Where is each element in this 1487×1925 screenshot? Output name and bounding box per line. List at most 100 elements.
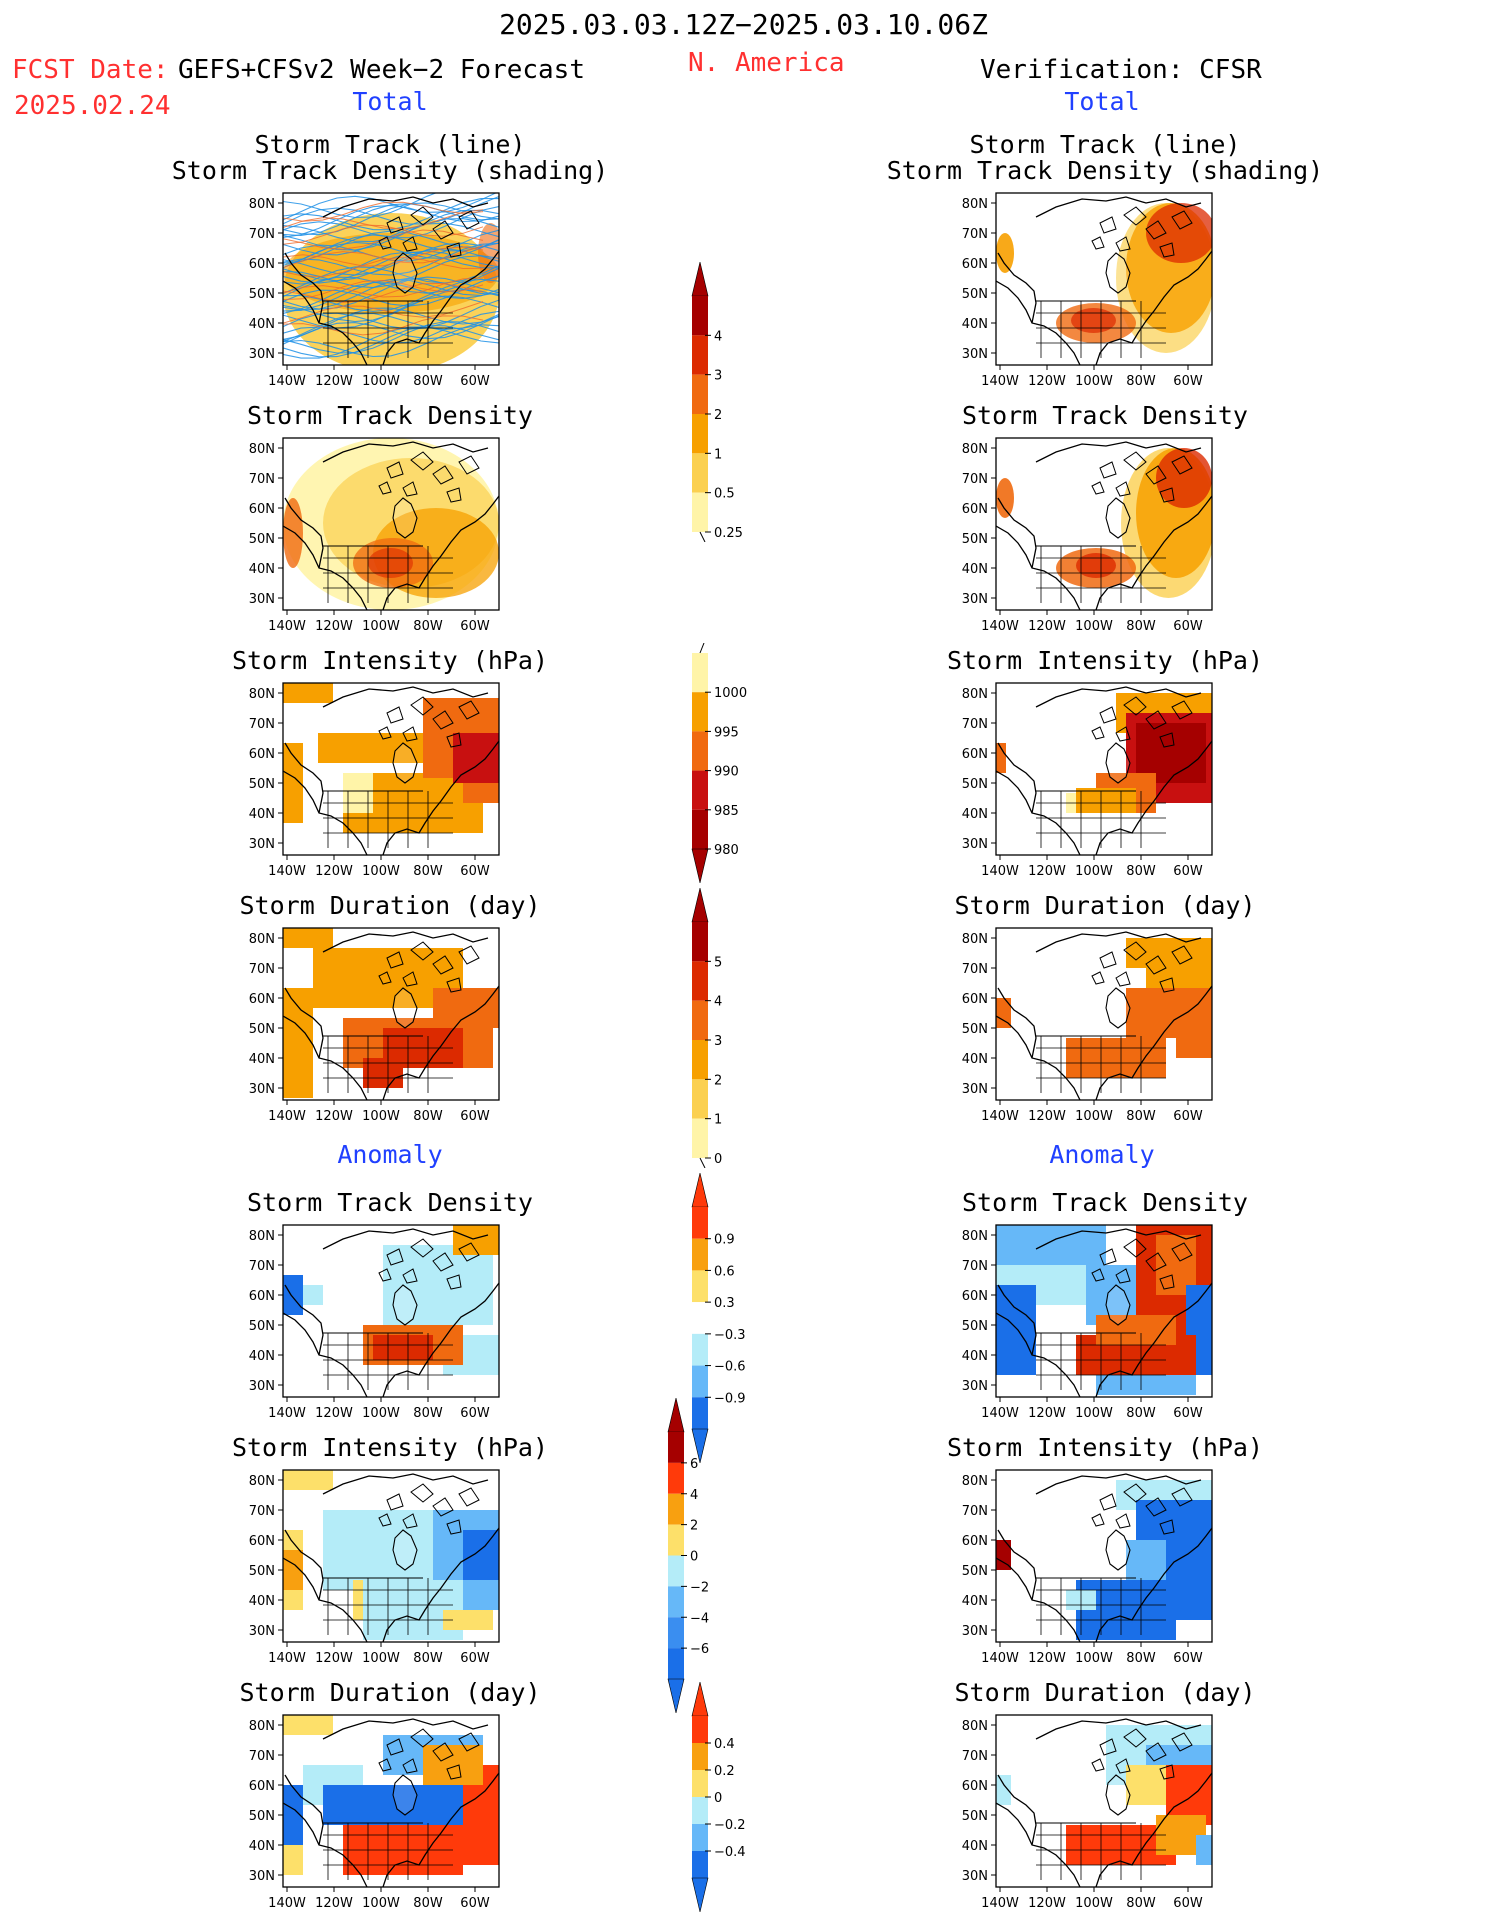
svg-text:80W: 80W bbox=[1126, 1406, 1156, 1421]
svg-text:100W: 100W bbox=[362, 619, 400, 634]
svg-text:60N: 60N bbox=[962, 1289, 988, 1304]
svg-text:100W: 100W bbox=[1075, 619, 1113, 634]
svg-text:40N: 40N bbox=[249, 1349, 275, 1364]
svg-text:70N: 70N bbox=[962, 1749, 988, 1764]
svg-text:0.9: 0.9 bbox=[714, 1233, 735, 1248]
svg-text:60N: 60N bbox=[962, 1779, 988, 1794]
map-anom-intensity-forecast: 80N 70N 60N 50N 40N 30N 140W 120W 100W 80W 60W bbox=[249, 1469, 500, 1666]
svg-text:0.2: 0.2 bbox=[714, 1764, 735, 1779]
svg-text:140W: 140W bbox=[981, 1109, 1019, 1124]
map-anom-duration-forecast: 80N 70N 60N 50N 40N 30N 140W 120W 100W 80W 60W bbox=[249, 1714, 500, 1911]
svg-text:70N: 70N bbox=[249, 1259, 275, 1274]
svg-text:60W: 60W bbox=[460, 1896, 490, 1911]
svg-text:70N: 70N bbox=[962, 1259, 988, 1274]
svg-text:60W: 60W bbox=[1173, 1651, 1203, 1666]
map-track-forecast: 80N 70N 60N 50N 40N 30N 140W 120W 100W 80W 60W bbox=[249, 192, 500, 389]
svg-text:140W: 140W bbox=[981, 864, 1019, 879]
svg-text:80W: 80W bbox=[1126, 619, 1156, 634]
svg-text:40N: 40N bbox=[962, 1839, 988, 1854]
svg-text:60W: 60W bbox=[1173, 1406, 1203, 1421]
svg-text:2: 2 bbox=[714, 408, 722, 423]
colorbar-anom-intensity: 6 4 2 0 −2 −4 −6 bbox=[667, 1398, 709, 1713]
svg-text:120W: 120W bbox=[315, 1651, 353, 1666]
svg-text:60N: 60N bbox=[962, 502, 988, 517]
svg-text:140W: 140W bbox=[268, 374, 306, 389]
svg-text:−4: −4 bbox=[690, 1611, 709, 1626]
svg-text:50N: 50N bbox=[962, 1809, 988, 1824]
svg-text:60W: 60W bbox=[1173, 374, 1203, 389]
svg-text:120W: 120W bbox=[315, 1109, 353, 1124]
svg-text:80W: 80W bbox=[1126, 374, 1156, 389]
svg-text:60W: 60W bbox=[1173, 619, 1203, 634]
svg-text:140W: 140W bbox=[981, 1651, 1019, 1666]
map-intensity-verification: 80N 70N 60N 50N 40N 30N 140W 120W 100W 80W 60W bbox=[962, 682, 1213, 879]
svg-text:0.3: 0.3 bbox=[714, 1296, 735, 1311]
svg-text:30N: 30N bbox=[962, 347, 988, 362]
svg-text:80W: 80W bbox=[1126, 1896, 1156, 1911]
svg-text:0: 0 bbox=[714, 1791, 722, 1806]
svg-text:120W: 120W bbox=[1028, 1406, 1066, 1421]
title-anom-intensity-right: Storm Intensity (hPa) bbox=[946, 1433, 1264, 1462]
svg-text:−0.3: −0.3 bbox=[714, 1328, 746, 1343]
svg-text:100W: 100W bbox=[362, 1109, 400, 1124]
svg-text:80N: 80N bbox=[962, 932, 988, 947]
svg-text:50N: 50N bbox=[249, 1564, 275, 1579]
svg-text:−2: −2 bbox=[690, 1580, 709, 1595]
svg-text:60N: 60N bbox=[962, 747, 988, 762]
title-anom-duration-right: Storm Duration (day) bbox=[954, 1678, 1256, 1707]
svg-text:60W: 60W bbox=[1173, 1109, 1203, 1124]
svg-text:30N: 30N bbox=[962, 592, 988, 607]
svg-text:120W: 120W bbox=[1028, 374, 1066, 389]
total-heading-right: Total bbox=[1064, 87, 1140, 116]
svg-text:80W: 80W bbox=[1126, 1651, 1156, 1666]
svg-text:3: 3 bbox=[714, 1034, 722, 1049]
svg-text:40N: 40N bbox=[962, 807, 988, 822]
title-track-left-2: Storm Track Density (shading) bbox=[171, 156, 609, 185]
svg-text:60W: 60W bbox=[460, 1109, 490, 1124]
svg-text:60N: 60N bbox=[249, 257, 275, 272]
svg-text:80N: 80N bbox=[962, 1719, 988, 1734]
svg-text:120W: 120W bbox=[1028, 1109, 1066, 1124]
map-anom-duration-verification: 80N 70N 60N 50N 40N 30N 140W 120W 100W 80W 60W bbox=[962, 1714, 1213, 1911]
svg-text:70N: 70N bbox=[249, 227, 275, 242]
svg-text:100W: 100W bbox=[1075, 374, 1113, 389]
svg-text:100W: 100W bbox=[1075, 1896, 1113, 1911]
svg-text:40N: 40N bbox=[962, 1594, 988, 1609]
colorbar-anom-duration: 0.4 0.2 0 −0.2 −0.4 bbox=[691, 1682, 746, 1912]
svg-text:120W: 120W bbox=[1028, 1896, 1066, 1911]
title-anom-intensity-left: Storm Intensity (hPa) bbox=[231, 1433, 549, 1462]
svg-text:70N: 70N bbox=[249, 962, 275, 977]
map-anom-intensity-verification: 80N 70N 60N 50N 40N 30N 140W 120W 100W 80W 60W bbox=[962, 1469, 1213, 1666]
svg-text:40N: 40N bbox=[962, 1349, 988, 1364]
svg-text:0.5: 0.5 bbox=[714, 487, 735, 502]
svg-text:100W: 100W bbox=[1075, 1406, 1113, 1421]
svg-text:50N: 50N bbox=[249, 777, 275, 792]
svg-text:120W: 120W bbox=[1028, 864, 1066, 879]
svg-text:4: 4 bbox=[690, 1488, 698, 1503]
svg-text:80N: 80N bbox=[249, 442, 275, 457]
svg-text:80N: 80N bbox=[962, 687, 988, 702]
svg-text:120W: 120W bbox=[315, 1406, 353, 1421]
svg-text:60W: 60W bbox=[460, 1651, 490, 1666]
svg-text:60N: 60N bbox=[962, 992, 988, 1007]
svg-text:995: 995 bbox=[714, 725, 739, 740]
svg-text:6: 6 bbox=[690, 1457, 698, 1472]
colorbar-total-density: 4 3 2 1 0.5 0.25 bbox=[691, 262, 743, 542]
svg-text:50N: 50N bbox=[962, 777, 988, 792]
map-intensity-forecast: 80N 70N 60N 50N 40N 30N 140W 120W 100W 80W 60W bbox=[249, 682, 500, 879]
svg-text:120W: 120W bbox=[315, 374, 353, 389]
svg-text:80N: 80N bbox=[249, 1229, 275, 1244]
svg-text:1: 1 bbox=[714, 447, 722, 462]
map-duration-forecast: 80N 70N 60N 50N 40N 30N 140W 120W 100W 80W 60W bbox=[249, 927, 500, 1124]
svg-text:100W: 100W bbox=[1075, 1651, 1113, 1666]
map-anom-density-verification: 80N 70N 60N 50N 40N 30N 140W 120W 100W 80W 60W bbox=[962, 1224, 1213, 1421]
svg-text:70N: 70N bbox=[962, 227, 988, 242]
svg-text:70N: 70N bbox=[962, 1504, 988, 1519]
svg-text:70N: 70N bbox=[962, 717, 988, 732]
svg-text:−0.6: −0.6 bbox=[714, 1360, 746, 1375]
svg-text:0.25: 0.25 bbox=[714, 526, 743, 541]
svg-text:40N: 40N bbox=[249, 562, 275, 577]
fcst-date: 2025.02.24 bbox=[14, 91, 171, 121]
svg-text:60N: 60N bbox=[249, 747, 275, 762]
svg-text:980: 980 bbox=[714, 843, 739, 858]
